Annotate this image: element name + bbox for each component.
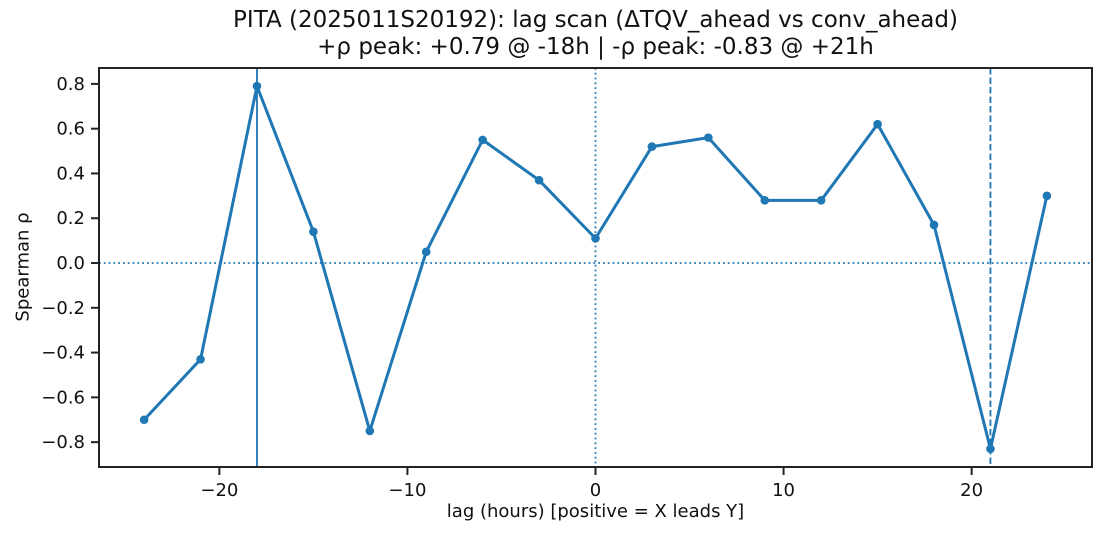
y-tick-label: 0.2 <box>56 208 85 229</box>
x-tick-label: 10 <box>772 480 795 501</box>
data-point <box>421 247 431 257</box>
chart-title-line2: +ρ peak: +0.79 @ -18h | -ρ peak: -0.83 @… <box>317 34 874 60</box>
data-point <box>873 119 882 129</box>
y-tick-label: 0.6 <box>56 119 85 140</box>
x-tick-label: −20 <box>200 480 238 501</box>
data-point <box>365 426 375 436</box>
x-tick-label: 20 <box>960 480 983 501</box>
data-point <box>929 220 939 230</box>
data-point <box>309 227 318 236</box>
x-tick-label: 0 <box>590 480 601 501</box>
y-axis-label: Spearman ρ <box>12 212 34 322</box>
data-point <box>760 196 770 205</box>
y-tick-label: 0.8 <box>56 74 85 95</box>
data-point <box>1042 191 1052 201</box>
data-point <box>816 196 826 205</box>
data-point <box>139 415 149 425</box>
data-point <box>196 355 205 364</box>
data-point <box>647 142 657 151</box>
y-tick-label: 0.4 <box>56 163 85 184</box>
data-point <box>252 81 262 91</box>
data-point <box>478 135 487 145</box>
x-axis-label: lag (hours) [positive = X leads Y] <box>446 501 745 522</box>
y-tick-label: −0.6 <box>41 387 85 408</box>
y-tick-label: −0.8 <box>41 432 85 453</box>
chart-title: PITA (2025011S20192): lag scan (ΔTQV_ahe… <box>99 7 1092 61</box>
chart-title-line1: PITA (2025011S20192): lag scan (ΔTQV_ahe… <box>233 7 958 33</box>
data-point <box>591 234 600 243</box>
y-tick-label: −0.2 <box>41 298 85 319</box>
y-tick-label: −0.4 <box>41 343 85 364</box>
y-tick-label: 0.0 <box>56 253 85 274</box>
x-tick-label: −10 <box>388 480 426 501</box>
data-point <box>986 444 995 454</box>
data-point <box>534 175 544 185</box>
data-point <box>704 133 713 142</box>
